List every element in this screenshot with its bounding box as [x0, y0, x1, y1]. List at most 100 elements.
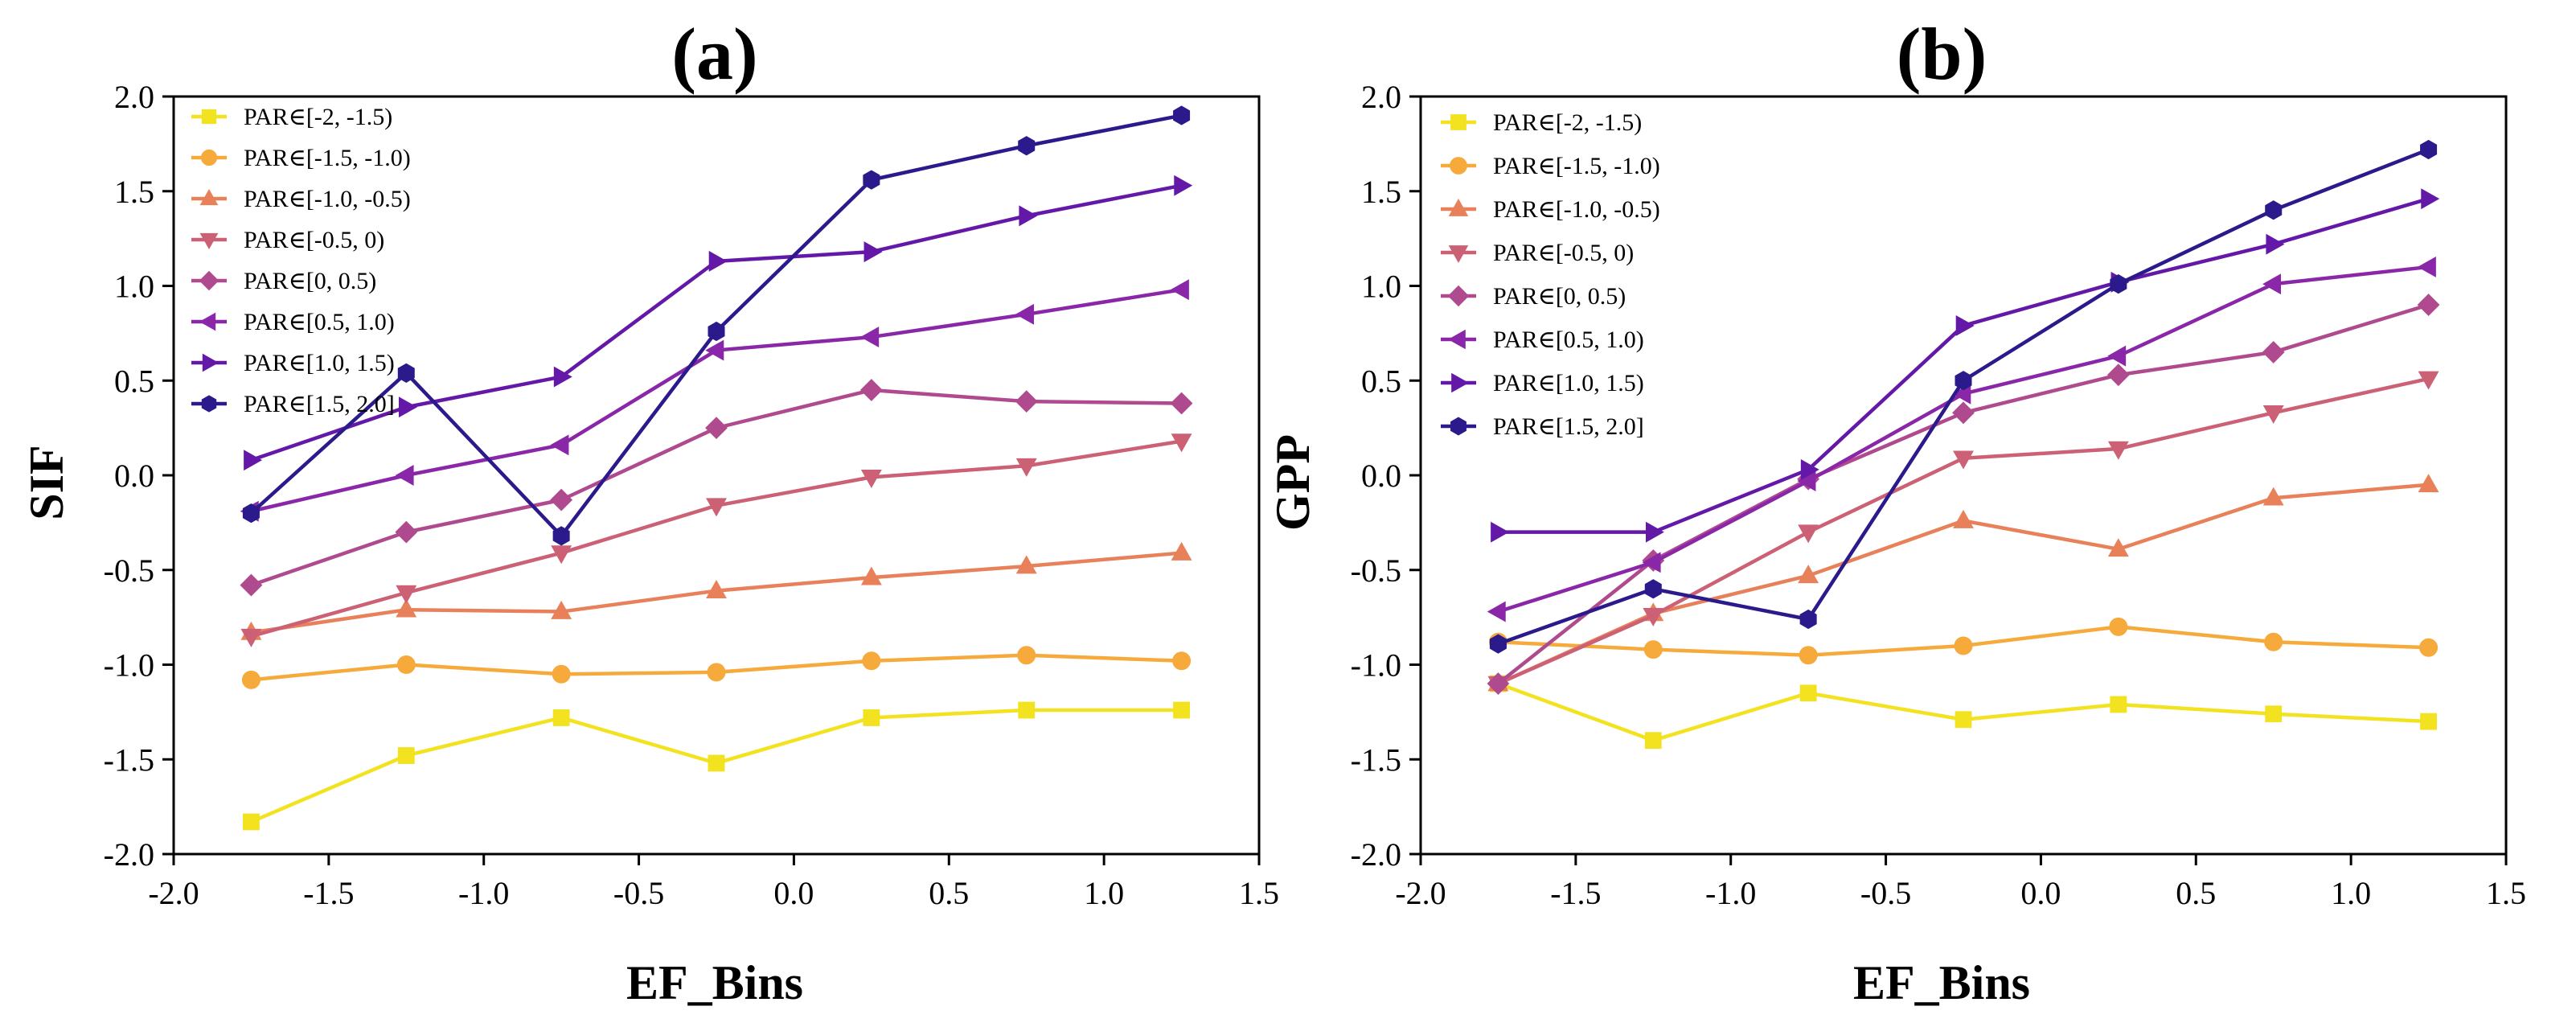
legend-item: PAR∈[0.5, 1.0) — [191, 309, 395, 335]
y-tick-label: 1.0 — [114, 269, 154, 305]
data-point — [1173, 105, 1191, 125]
x-tick-label: -0.5 — [613, 875, 664, 911]
data-point — [1170, 392, 1193, 415]
data-point — [2266, 233, 2285, 255]
series-6-group — [240, 279, 1189, 522]
panel-a: (a) SIF EF_Bins -2.0 -1.5 -1.0 -0.5 0.0 0.5 1.… — [20, 13, 1279, 1009]
data-point — [1799, 646, 1818, 665]
legend-label: PAR∈[1.0, 1.5) — [244, 350, 395, 376]
legend-item: PAR∈[-1.0, -0.5) — [191, 186, 411, 212]
data-point — [2109, 617, 2128, 636]
legend-label: PAR∈[-1.0, -0.5) — [1493, 196, 1660, 223]
data-point — [397, 747, 415, 764]
legend-label: PAR∈[0, 0.5) — [1493, 283, 1626, 310]
data-point — [2262, 341, 2285, 364]
data-point — [550, 488, 573, 511]
y-tick-label: -1.5 — [1351, 741, 1401, 778]
legend-label: PAR∈[0.5, 1.0) — [1493, 327, 1644, 353]
data-point — [860, 327, 880, 348]
data-point — [1487, 601, 1506, 622]
x-tick-label: 0.5 — [2176, 875, 2216, 911]
legend-swatch-marker — [1448, 245, 1469, 263]
y-tick-label: -2.0 — [104, 836, 154, 873]
data-point — [1487, 672, 1510, 695]
series-1-group — [243, 701, 1190, 831]
data-point — [240, 573, 263, 597]
panel-b-plot-area: -2.0 -1.5 -1.0 -0.5 0.0 0.5 1.0 1.5 -2.0 -1.5 -1.0… — [1351, 79, 2526, 911]
x-tick-label: 0.5 — [929, 875, 969, 911]
y-tick-label: 0.0 — [114, 458, 154, 494]
data-point — [1644, 732, 1662, 750]
data-point — [2107, 345, 2127, 367]
data-point — [1798, 524, 1819, 544]
data-point — [241, 670, 260, 689]
data-point — [2106, 364, 2130, 387]
data-point — [2107, 538, 2129, 557]
data-point — [551, 545, 572, 565]
data-point — [1171, 541, 1192, 561]
data-point — [1953, 450, 1974, 470]
legend-item: PAR∈[0.5, 1.0) — [1441, 327, 1644, 353]
data-point — [1015, 555, 1037, 574]
y-tick-label: -1.0 — [104, 647, 154, 684]
legend-swatch-marker — [199, 312, 216, 331]
panel-b-legend: PAR∈[-2, -1.5) PAR∈[-1.5, -1.0) PAR∈[-1.0,… — [1441, 109, 1660, 440]
data-point — [707, 663, 726, 682]
data-point — [862, 651, 881, 671]
data-point — [395, 520, 418, 544]
series-6-group — [1487, 256, 2436, 622]
y-tick-label: 2.0 — [1361, 79, 1401, 115]
data-point — [2107, 441, 2129, 460]
legend-swatch-marker — [201, 395, 217, 413]
legend-item: PAR∈[0, 0.5) — [1441, 283, 1626, 310]
data-point — [551, 600, 572, 619]
series-2-group — [1488, 617, 2439, 665]
data-point — [1955, 314, 1975, 336]
series-7-group — [1491, 188, 2440, 543]
y-tick-label: 0.0 — [1361, 458, 1401, 494]
data-point — [2262, 273, 2282, 295]
data-point — [2420, 713, 2437, 730]
legend-label: PAR∈[0.5, 1.0) — [244, 309, 395, 335]
x-tick-label: -1.0 — [1705, 875, 1756, 911]
panel-a-y-axis-title: SIF — [20, 445, 73, 520]
legend-swatch-marker — [200, 149, 218, 166]
panel-a-plot-area: -2.0 -1.5 -1.0 -0.5 0.0 0.5 1.0 1.5 -2.0 -1.5 -1.0… — [104, 79, 1279, 911]
data-point — [2264, 632, 2283, 651]
legend-item: PAR∈[-2, -1.5) — [191, 104, 392, 130]
legend-item: PAR∈[-0.5, 0) — [1441, 240, 1634, 266]
x-tick-label: -2.0 — [1395, 875, 1446, 911]
legend-swatch-marker — [199, 188, 219, 206]
legend-item: PAR∈[1.5, 2.0] — [1441, 413, 1644, 440]
data-point — [240, 628, 262, 647]
legend-item: PAR∈[-1.5, -1.0) — [191, 145, 411, 171]
data-point — [708, 754, 725, 772]
data-point — [553, 366, 572, 388]
data-point — [1489, 634, 1507, 654]
legend-label: PAR∈[1.5, 2.0] — [244, 391, 395, 417]
data-point — [1170, 279, 1189, 301]
panel-a-legend: PAR∈[-2, -1.5) PAR∈[-1.5, -1.0) PAR∈[-1.0,… — [191, 104, 411, 417]
data-point — [2265, 200, 2283, 220]
data-point — [1644, 579, 1662, 599]
data-point — [397, 363, 415, 383]
legend-swatch-marker — [202, 353, 219, 372]
legend-label: PAR∈[-1.0, -0.5) — [244, 186, 411, 212]
y-tick-label: -0.5 — [1351, 552, 1401, 589]
legend-item: PAR∈[1.5, 2.0] — [191, 391, 395, 417]
legend-label: PAR∈[1.5, 2.0] — [1493, 413, 1644, 440]
data-point — [705, 417, 728, 440]
x-tick-label: -2.0 — [148, 875, 199, 911]
x-tick-label: 1.5 — [2486, 875, 2526, 911]
data-point — [1017, 646, 1036, 665]
legend-swatch-marker — [199, 270, 219, 291]
x-tick-label: -0.5 — [1860, 875, 1911, 911]
data-point — [2419, 638, 2439, 657]
series-5-group — [1487, 294, 2440, 695]
data-point — [863, 170, 880, 190]
data-point — [552, 709, 570, 726]
data-point — [552, 664, 571, 684]
data-point — [708, 321, 725, 342]
legend-swatch-marker — [1450, 114, 1466, 130]
data-point — [1174, 175, 1193, 196]
